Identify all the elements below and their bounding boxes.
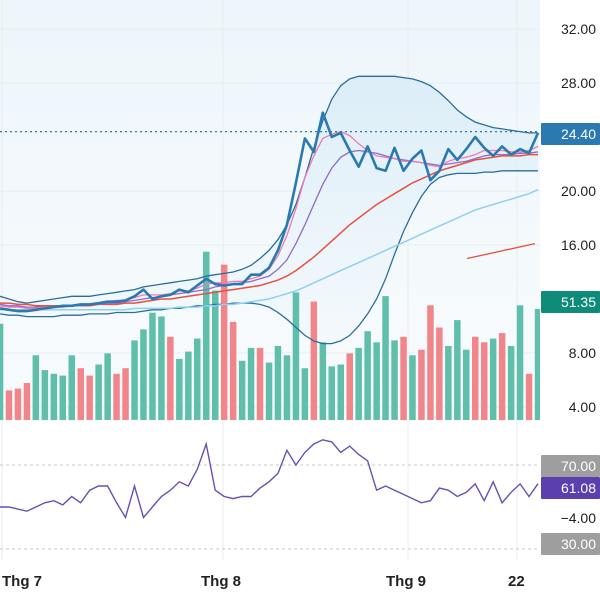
volume-bar (113, 373, 120, 421)
volume-bar (418, 349, 425, 420)
volume-bar (5, 390, 13, 420)
time-axis: Thg 7 Thg 8 Thg 9 22 (2, 573, 525, 590)
ma-lightblue-line (0, 188, 539, 311)
volume-bar (283, 355, 291, 421)
volume-bar (122, 368, 129, 420)
trend-segment (466, 243, 536, 260)
x-label-thg9: Thg 9 (386, 573, 426, 590)
volume-bar (185, 351, 192, 421)
band-area (0, 76, 538, 344)
volume-bar (346, 353, 353, 420)
volume-bar (436, 327, 443, 420)
volume-bar (489, 338, 497, 420)
volume-bar (149, 312, 156, 420)
volume-bar (373, 342, 380, 420)
price-tick-label: 28.00 (561, 75, 596, 91)
volume-bar (167, 336, 174, 421)
volume-bar (14, 388, 22, 421)
volume-bar (131, 340, 138, 420)
volume-bar (525, 373, 533, 421)
volume-bar (247, 347, 255, 421)
volume-bar (220, 264, 228, 420)
volume-bar (445, 346, 452, 420)
volume-bar (400, 336, 407, 421)
rsi-line (0, 439, 539, 520)
volume-bar (158, 316, 165, 420)
volume-bar (409, 355, 416, 421)
volume-bar (140, 329, 147, 421)
volume-bar (274, 346, 282, 420)
volume-bar (176, 358, 183, 420)
ma-red-line (0, 153, 538, 307)
rsi-tick-label: −4.00 (561, 510, 597, 526)
x-label-thg7: Thg 7 (2, 573, 42, 590)
price-tick-label: 32.00 (561, 21, 596, 37)
volume-bar (516, 305, 524, 420)
volume-bar (32, 355, 40, 421)
volume-bar (382, 296, 389, 421)
volume-bar (472, 336, 479, 421)
volume-bar (391, 340, 398, 420)
volume-badge: 51.35 (541, 291, 600, 313)
volume-bar (498, 333, 506, 421)
price-tick-label: 4.00 (569, 399, 596, 415)
volume-bar (463, 349, 470, 420)
volume-bar (427, 305, 434, 420)
volume-bar (86, 375, 93, 420)
volume-bar (364, 331, 371, 420)
svg-text:30.00: 30.00 (561, 536, 596, 552)
volume-bar (265, 362, 273, 420)
volume-bar (194, 338, 201, 420)
band-upper-line (0, 75, 538, 304)
volume-bar (212, 290, 219, 420)
volume-bar (256, 347, 264, 421)
volume-bar (50, 373, 58, 421)
volume-bar (23, 383, 31, 420)
price-badge: 24.40 (541, 123, 600, 145)
volume-bar (68, 355, 75, 421)
volume-bar (77, 368, 84, 420)
x-label-thg8: Thg 8 (201, 573, 241, 590)
volume-bar (41, 370, 49, 421)
svg-text:70.00: 70.00 (561, 458, 596, 474)
rsi-pane-background (0, 420, 540, 560)
volume-bar (104, 353, 111, 420)
volume-bar (229, 321, 237, 420)
volume-bar (203, 251, 210, 420)
rsi-lower-badge: 30.00 (541, 533, 600, 555)
volume-bars (0, 251, 542, 421)
rsi-value-badge: 61.08 (541, 477, 600, 499)
volume-bar (481, 342, 488, 420)
volume-bar (238, 360, 246, 420)
x-label-22: 22 (508, 573, 525, 590)
volume-bar (95, 364, 102, 420)
volume-bar (310, 301, 318, 420)
volume-bar (355, 347, 362, 421)
price-line (0, 111, 540, 313)
price-tick-label: 16.00 (561, 237, 596, 253)
svg-text:61.08: 61.08 (561, 480, 596, 496)
volume-bar (454, 320, 461, 420)
volume-bar (337, 364, 344, 420)
price-axis: 32.00 28.00 20.00 16.00 8.00 4.00 (561, 21, 596, 415)
volume-bar (319, 342, 327, 420)
volume-bar (507, 346, 515, 420)
volume-bar (59, 375, 66, 420)
volume-bar (328, 366, 335, 421)
volume-bar (292, 292, 300, 421)
volume-bar (301, 368, 309, 420)
rsi-upper-badge: 70.00 (541, 455, 600, 477)
price-tick-label: 20.00 (561, 183, 596, 199)
svg-text:24.40: 24.40 (561, 126, 596, 142)
volume-bar (0, 323, 4, 420)
svg-text:51.35: 51.35 (561, 294, 596, 310)
volume-bar (534, 309, 542, 420)
price-tick-label: 8.00 (569, 345, 596, 361)
band-lower-line (0, 170, 538, 345)
